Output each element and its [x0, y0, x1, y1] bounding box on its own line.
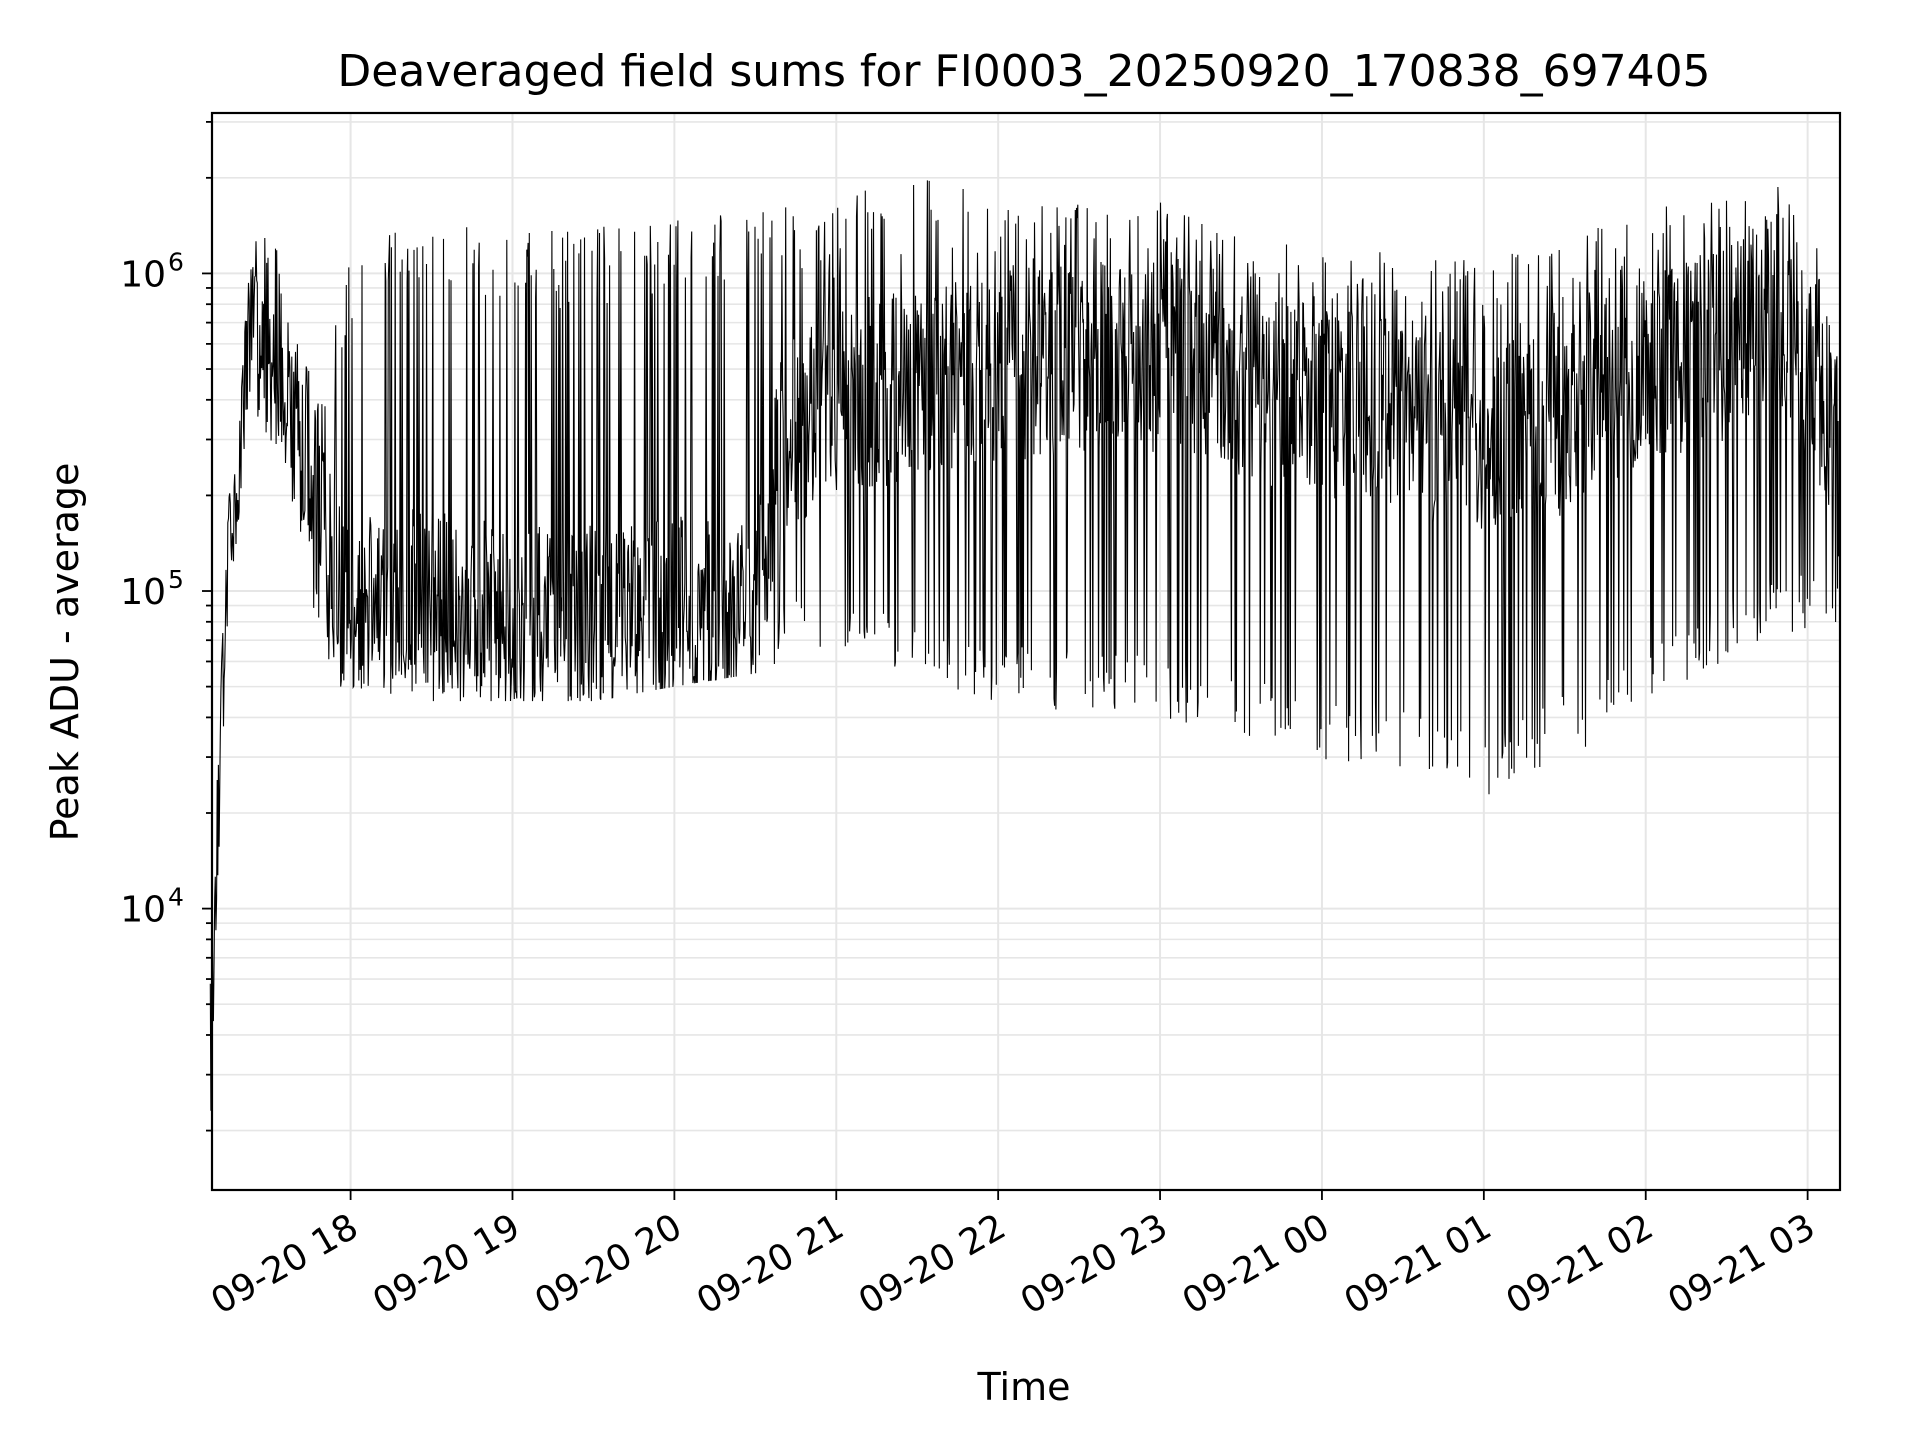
y-tick-exponent: 4	[168, 883, 184, 912]
x-tick-label: 09-20 20	[528, 1206, 689, 1322]
x-tick-label: 09-21 02	[1500, 1206, 1661, 1322]
plot-frame	[210, 111, 1842, 1192]
y-axis-label: Peak ADU - average	[43, 463, 87, 842]
y-tick-label: 10	[120, 572, 166, 613]
x-tick-label: 09-20 23	[1014, 1206, 1175, 1322]
x-tick-label: 09-20 22	[852, 1206, 1013, 1322]
x-tick-label: 09-20 18	[204, 1206, 365, 1322]
x-axis-label: Time	[977, 1365, 1071, 1409]
x-tick-label: 09-21 00	[1176, 1206, 1337, 1322]
y-tick-label: 10	[120, 254, 166, 295]
chart-title: Deaveraged field sums for FI0003_2025092…	[337, 46, 1710, 97]
x-axis: 09-20 18 09-20 19 09-20 20 09-20 21 09-20 22…	[204, 1190, 1822, 1323]
series-line	[209, 180, 1841, 1111]
x-tick-label: 09-21 01	[1338, 1206, 1499, 1322]
y-tick-exponent: 6	[168, 247, 184, 276]
y-tick-exponent: 5	[168, 565, 184, 594]
plot-area	[209, 180, 1841, 1111]
x-tick-label: 09-20 21	[690, 1206, 851, 1322]
y-tick-label: 10	[120, 890, 166, 931]
x-tick-label: 09-21 03	[1661, 1206, 1822, 1322]
x-tick-label: 09-20 19	[366, 1206, 527, 1322]
